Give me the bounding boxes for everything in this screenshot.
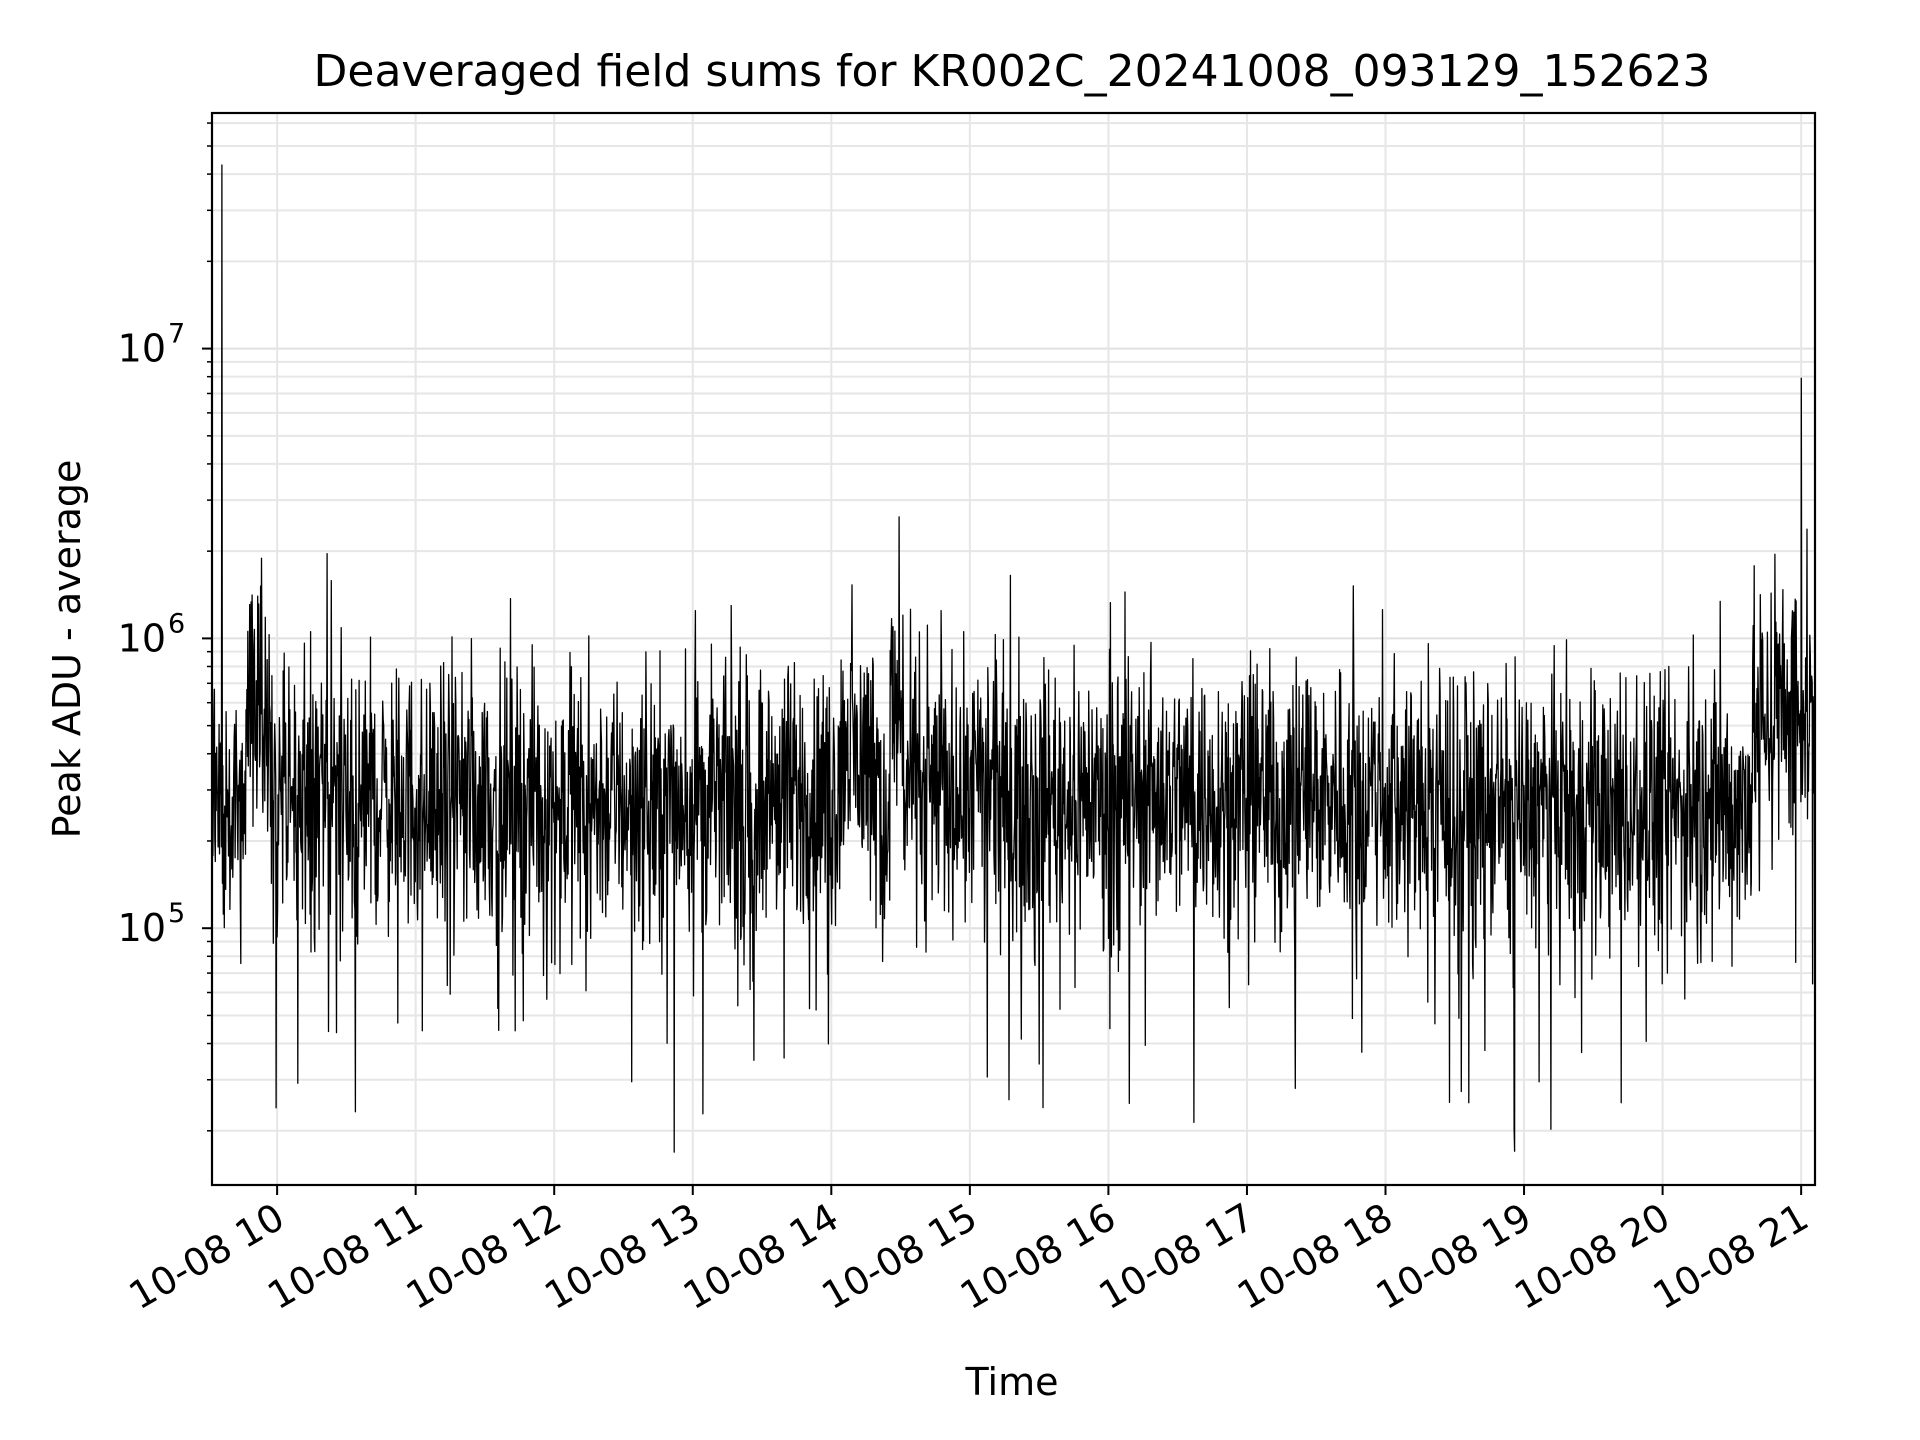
x-axis-label: Time <box>965 1360 1059 1404</box>
y-tick-exponent: 6 <box>168 608 185 639</box>
y-tick-label: 10 <box>118 327 166 371</box>
series-line <box>211 164 1816 1153</box>
y-axis-label: Peak ADU - average <box>45 460 89 839</box>
plot-frame <box>210 111 1817 1187</box>
y-tick-label: 10 <box>118 906 166 950</box>
y-tick-label: 10 <box>118 616 166 660</box>
y-tick-exponent: 5 <box>168 898 185 929</box>
data-layer <box>211 164 1816 1153</box>
y-tick-exponent: 7 <box>168 319 185 350</box>
chart-title: Deaveraged field sums for KR002C_2024100… <box>314 46 1711 97</box>
